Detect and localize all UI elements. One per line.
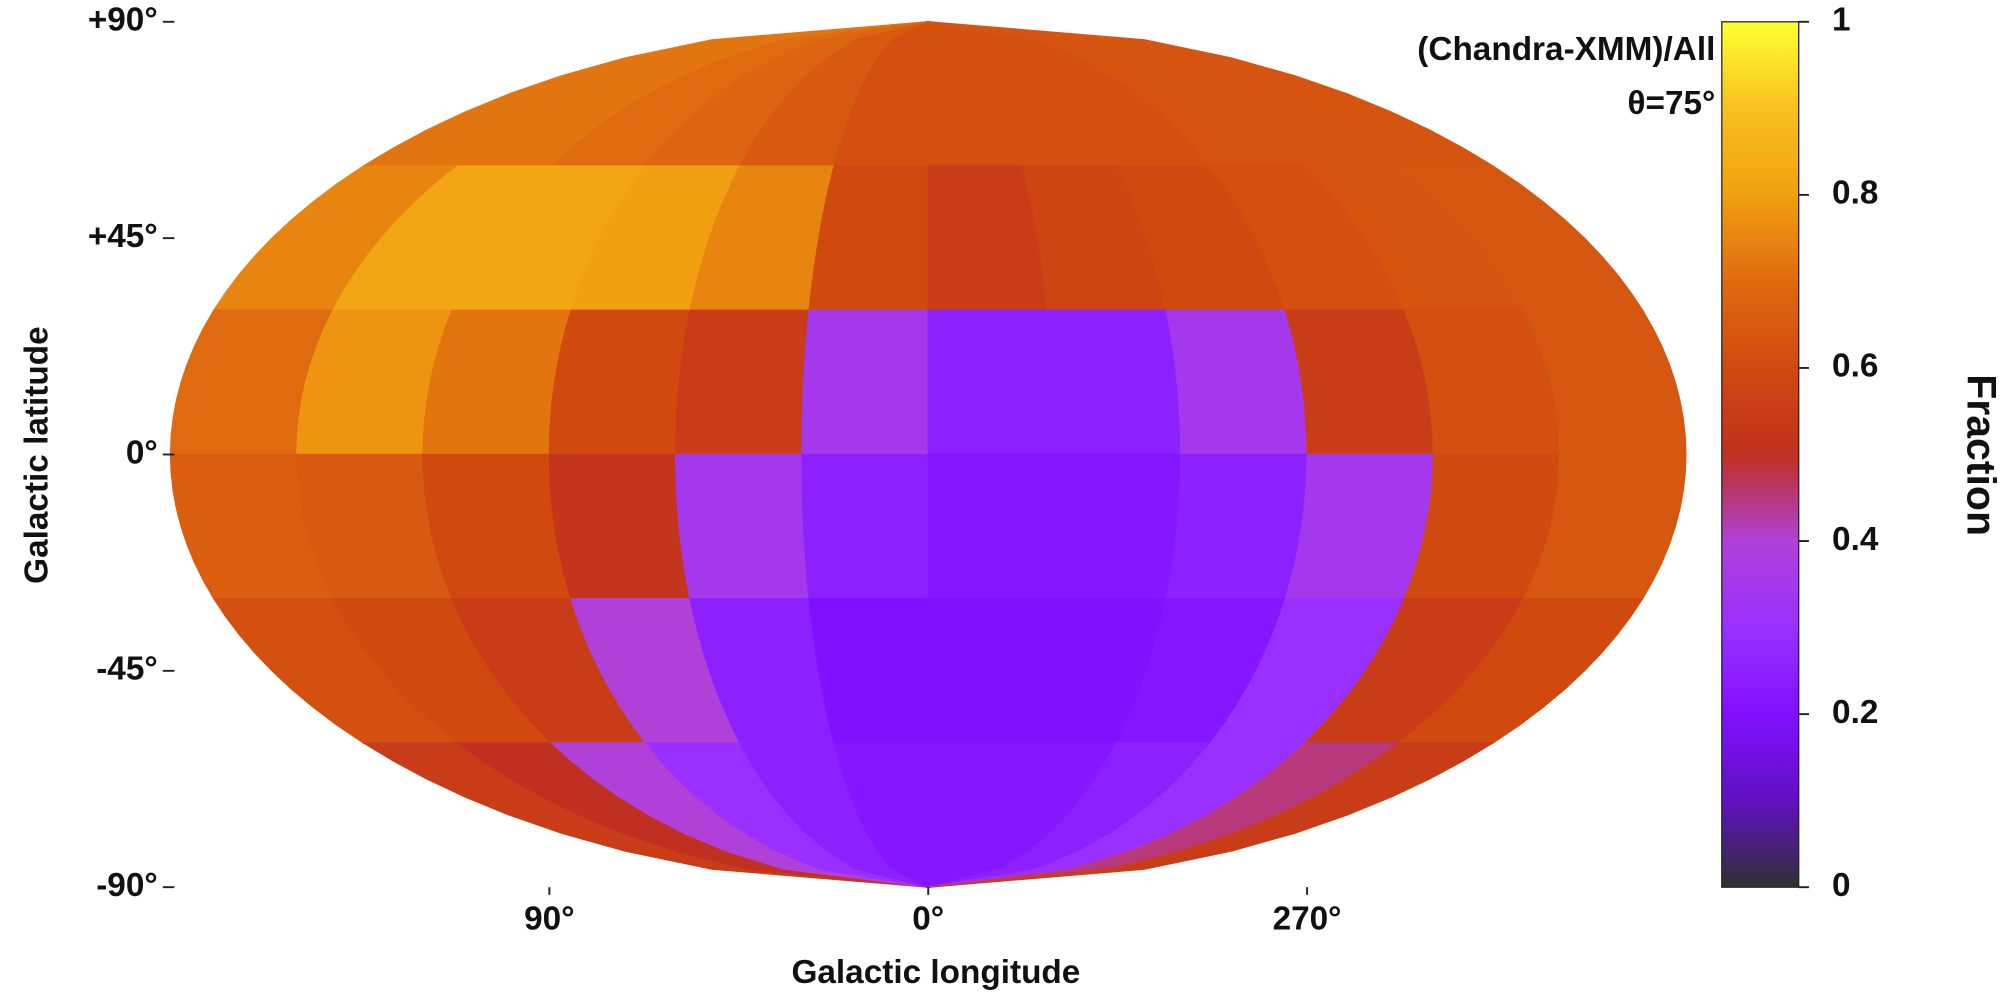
colorbar-tick-label: 0.4 [1832, 521, 1879, 558]
colorbar-tick-label: 0.6 [1832, 348, 1878, 385]
map-cell [422, 453, 572, 600]
map-cell [1046, 309, 1182, 456]
y-tick-label: 0° [126, 434, 158, 471]
y-tick-label: +45° [88, 218, 158, 255]
map-cell [1046, 453, 1182, 600]
colorbar-tick-label: 0 [1832, 867, 1851, 904]
map-cell [928, 742, 1496, 888]
map-cell [1284, 309, 1434, 456]
y-tick-label: -45° [96, 651, 158, 688]
map-cell [1165, 453, 1308, 600]
x-tick-label: 90° [524, 900, 574, 937]
colorbar [1721, 21, 1800, 888]
x-tick-label: 0° [912, 900, 944, 937]
y-tick-label: +90° [88, 2, 158, 39]
map-cell [674, 453, 810, 600]
y-tick-label: -90° [96, 867, 158, 904]
map-cell [548, 309, 691, 456]
x-tick-label: 270° [1273, 900, 1342, 937]
colorbar-tick-label: 0.8 [1832, 175, 1878, 212]
map-cell [927, 309, 1056, 456]
map-cell [674, 309, 810, 456]
map-cell [801, 453, 929, 600]
map-cell [927, 453, 1056, 600]
y-axis-label: Galactic latitude [18, 326, 55, 583]
sky-map [169, 20, 1687, 889]
map-cell [548, 453, 691, 600]
map-cell [422, 309, 572, 456]
x-axis-label: Galactic longitude [791, 954, 1080, 991]
colorbar-tick-label: 1 [1832, 2, 1851, 39]
map-cell [1284, 453, 1434, 600]
chart-subtitle: θ=75° [1627, 85, 1715, 122]
colorbar-label: Fraction [1958, 374, 2000, 536]
chart-title: (Chandra-XMM)/All [1417, 31, 1715, 68]
map-cell [1165, 309, 1308, 456]
colorbar-tick-label: 0.2 [1832, 694, 1878, 731]
map-cell [801, 309, 929, 456]
